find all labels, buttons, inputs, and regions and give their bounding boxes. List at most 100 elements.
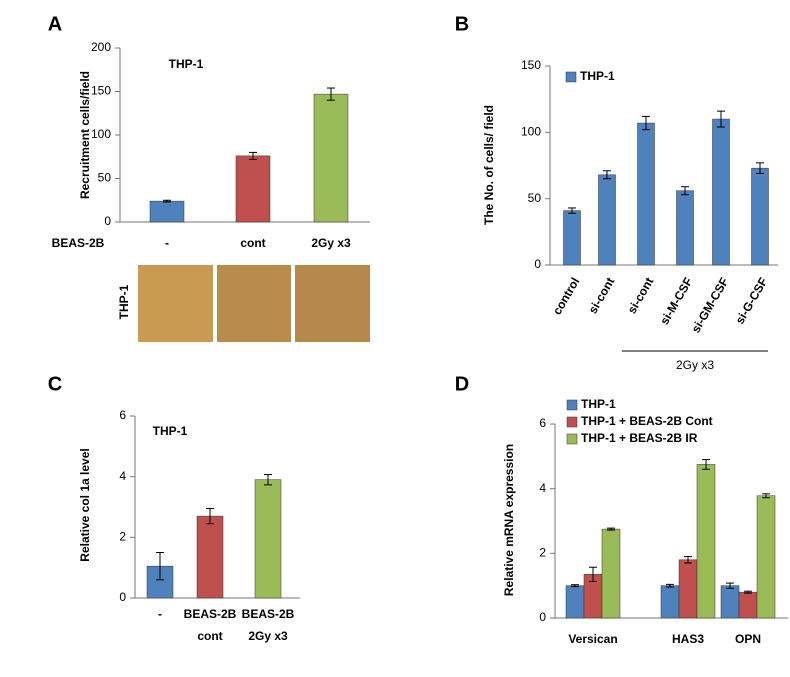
error-bar xyxy=(156,552,164,581)
error-bar xyxy=(681,186,689,196)
x-tick-label: cont xyxy=(197,629,222,643)
error-bar xyxy=(726,582,734,589)
x-tick-label: 2Gy x3 xyxy=(248,629,288,643)
y-tick-label: 100 xyxy=(91,127,111,141)
x-tick-label: si-cont xyxy=(625,275,657,316)
bar xyxy=(660,585,680,619)
error-bar xyxy=(607,527,615,531)
bar xyxy=(196,515,224,599)
x-tick-label: si-GM-CSF xyxy=(689,275,732,335)
legend-label: THP-1 xyxy=(581,397,616,411)
legend-swatch xyxy=(565,71,577,83)
y-tick-label: 0 xyxy=(119,590,126,604)
x-tick-label: - xyxy=(158,607,162,621)
y-axis-label: Recruitment cells/field xyxy=(78,71,92,199)
bar xyxy=(313,93,349,223)
x-tick-label: - xyxy=(165,236,169,250)
error-bar xyxy=(642,115,650,131)
bar xyxy=(696,464,716,619)
y-tick-label: 2 xyxy=(119,530,126,544)
error-bar xyxy=(603,170,611,180)
error-bar xyxy=(249,151,257,160)
y-tick-label: 6 xyxy=(119,408,126,422)
bar xyxy=(720,585,740,619)
legend-swatch xyxy=(566,433,578,445)
bar xyxy=(712,118,730,266)
error-bar xyxy=(589,566,597,582)
x-tick-label: HAS3 xyxy=(672,632,704,646)
y-tick-label: 0 xyxy=(539,610,546,624)
error-bar xyxy=(756,162,764,174)
y-tick-label: 150 xyxy=(521,58,541,72)
bar xyxy=(563,210,581,266)
bar xyxy=(254,479,282,599)
x-tick-label: si-cont xyxy=(586,275,618,316)
error-bar xyxy=(717,110,725,128)
bar xyxy=(756,495,776,619)
x-tick-label: 2Gy x3 xyxy=(311,236,351,250)
y-tick-label: 4 xyxy=(539,481,546,495)
bracket-label: 2Gy x3 xyxy=(676,358,714,372)
x-tick-label: si-G-CSF xyxy=(733,275,771,326)
y-tick-label: 2 xyxy=(539,546,546,560)
error-bar xyxy=(762,493,770,499)
annotation: THP-1 xyxy=(153,424,188,438)
bar xyxy=(678,559,698,619)
bar xyxy=(637,122,655,266)
panel-label: D xyxy=(455,373,469,395)
x-tick-label: BEAS-2B xyxy=(242,607,295,621)
x-tick-label: si-M-CSF xyxy=(657,275,695,327)
y-tick-label: 100 xyxy=(521,125,541,139)
error-bar xyxy=(744,590,752,594)
y-tick-label: 4 xyxy=(119,469,126,483)
y-tick-label: 50 xyxy=(98,171,112,185)
error-bar xyxy=(666,583,674,588)
bar xyxy=(676,190,694,266)
y-tick-label: 50 xyxy=(528,191,542,205)
x-tick-label: OPN xyxy=(735,632,761,646)
y-tick-label: 0 xyxy=(104,214,111,228)
y-axis-label: Relative mRNA expression xyxy=(502,444,516,596)
error-bar xyxy=(264,474,272,486)
y-axis-label: The No. of cells/ field xyxy=(482,105,496,225)
panel-label: B xyxy=(455,13,469,35)
y-tick-label: 200 xyxy=(91,40,111,54)
legend-label: THP-1 xyxy=(580,69,615,83)
x-tick-label: BEAS-2B xyxy=(184,607,237,621)
x-tick-label: control xyxy=(550,275,582,317)
error-bar xyxy=(571,584,579,588)
y-tick-label: 6 xyxy=(539,416,546,430)
bar xyxy=(565,585,585,619)
panel-label: A xyxy=(48,13,62,35)
bar xyxy=(598,174,616,266)
error-bar xyxy=(163,199,171,203)
error-bar xyxy=(206,508,214,525)
bar xyxy=(751,167,769,266)
y-tick-label: 150 xyxy=(91,84,111,98)
error-bar xyxy=(702,459,710,470)
micrograph xyxy=(217,265,291,342)
micrograph xyxy=(138,265,213,342)
legend-label: THP-1 + BEAS-2B Cont xyxy=(581,414,713,428)
row-label: BEAS-2B xyxy=(52,236,105,250)
error-bar xyxy=(684,556,692,564)
error-bar xyxy=(327,87,335,101)
bar xyxy=(738,591,758,619)
bar xyxy=(601,528,621,619)
micrograph xyxy=(295,265,370,342)
error-bar xyxy=(568,207,576,214)
bar xyxy=(149,200,185,223)
x-tick-label: Versican xyxy=(568,632,617,646)
legend-label: THP-1 + BEAS-2B IR xyxy=(581,431,698,445)
panel-label: C xyxy=(48,373,62,395)
y-tick-label: 0 xyxy=(534,257,541,271)
annotation: THP-1 xyxy=(169,57,204,71)
legend-swatch xyxy=(566,416,578,428)
micrographs xyxy=(138,265,370,342)
legend-swatch xyxy=(566,399,578,411)
bar xyxy=(235,155,271,223)
x-tick-label: cont xyxy=(240,236,265,250)
image-label: THP-1 xyxy=(117,284,131,319)
y-axis-label: Relative col 1a level xyxy=(78,448,92,561)
